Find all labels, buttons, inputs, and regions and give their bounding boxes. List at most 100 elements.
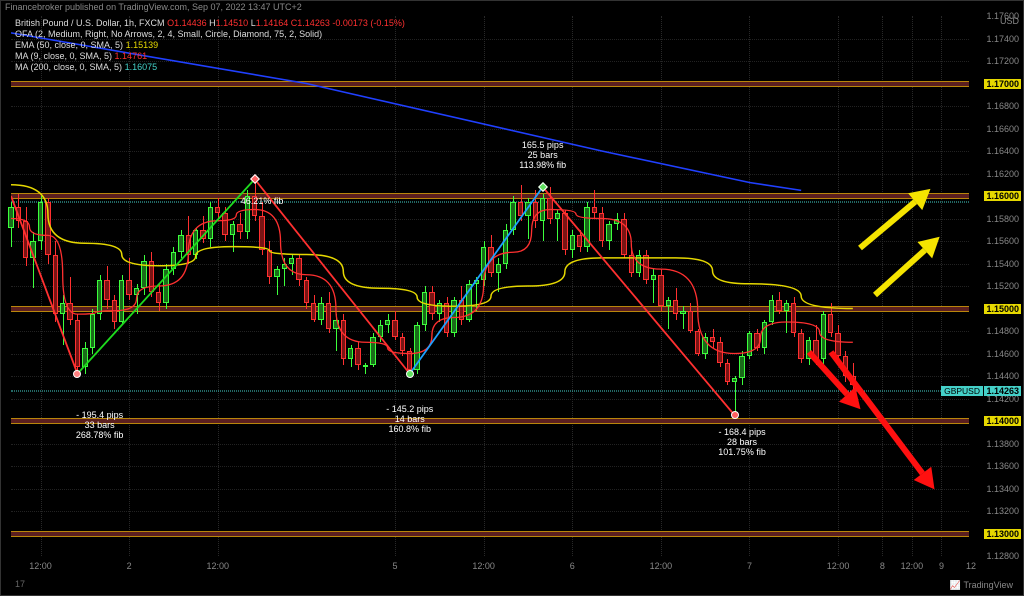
resistance-zone[interactable] [11,418,971,424]
candle[interactable] [222,213,227,236]
candle[interactable] [577,235,582,246]
candle[interactable] [237,224,242,232]
candle[interactable] [739,356,744,379]
candle[interactable] [547,198,552,218]
candle[interactable] [695,331,700,354]
candle[interactable] [776,300,781,311]
candle[interactable] [149,261,154,291]
candle[interactable] [267,250,272,277]
candle[interactable] [378,325,383,336]
candle[interactable] [200,230,205,239]
candle[interactable] [392,320,397,337]
candle[interactable] [540,198,545,221]
candle[interactable] [311,303,316,320]
candle[interactable] [318,303,323,320]
candle[interactable] [333,320,338,329]
candle[interactable] [230,224,235,235]
candle[interactable] [710,337,715,343]
candle[interactable] [570,235,575,250]
candle[interactable] [178,235,183,252]
candle[interactable] [45,202,50,255]
candle[interactable] [673,300,678,315]
indicator-ofa[interactable]: OFA (2, Medium, Right, No Arrows, 2, 4, … [15,29,405,40]
candle[interactable] [510,202,515,230]
candle[interactable] [688,311,693,331]
candle[interactable] [429,292,434,315]
candle[interactable] [821,314,826,359]
candle[interactable] [304,280,309,303]
candle[interactable] [16,207,21,221]
candle[interactable] [614,219,619,225]
candle[interactable] [141,261,146,288]
candle[interactable] [75,320,80,367]
candle[interactable] [503,230,508,264]
candle[interactable] [518,202,523,217]
candle[interactable] [754,333,759,348]
indicator-ma9[interactable]: MA (9, close, 0, SMA, 5) [15,51,112,61]
candle[interactable] [747,333,752,356]
candle[interactable] [355,348,360,365]
candle[interactable] [643,255,648,281]
candle[interactable] [791,303,796,333]
candle[interactable] [769,300,774,323]
candle[interactable] [762,322,767,348]
indicator-ma200[interactable]: MA (200, close, 0, SMA, 5) [15,62,122,72]
candle[interactable] [592,207,597,213]
candle[interactable] [82,348,87,367]
candle[interactable] [30,241,35,258]
candle[interactable] [60,303,65,314]
candle[interactable] [621,219,626,255]
indicator-ema50[interactable]: EMA (50, close, 0, SMA, 5) [15,40,123,50]
resistance-zone[interactable] [11,193,971,199]
candle[interactable] [606,224,611,241]
candle[interactable] [636,255,641,273]
candle[interactable] [90,314,95,348]
candle[interactable] [466,284,471,320]
candle[interactable] [562,213,567,250]
candle[interactable] [407,351,412,370]
candle[interactable] [525,202,530,217]
candle[interactable] [828,314,833,333]
candle[interactable] [259,216,264,250]
candle[interactable] [363,365,368,367]
level-line[interactable] [11,201,971,202]
candle[interactable] [326,303,331,329]
candle[interactable] [732,378,737,381]
candle[interactable] [341,320,346,359]
candle[interactable] [474,280,479,283]
level-line[interactable] [11,391,971,392]
candle[interactable] [702,337,707,354]
candle[interactable] [584,207,589,246]
candle[interactable] [8,207,13,227]
candle[interactable] [289,258,294,264]
candle[interactable] [414,325,419,370]
candle[interactable] [629,255,634,273]
candle[interactable] [104,280,109,299]
candle[interactable] [451,300,456,334]
candle[interactable] [658,275,663,307]
candle[interactable] [717,342,722,362]
price-axis[interactable]: USD 1.128001.130001.132001.134001.136001… [969,16,1023,556]
candle[interactable] [784,303,789,311]
candle[interactable] [422,292,427,326]
candle[interactable] [38,202,43,241]
chart-area[interactable]: - 195.4 pips33 bars268.78% fib46.21% fib… [11,16,971,556]
candle[interactable] [666,300,671,307]
candle[interactable] [126,280,131,295]
candle[interactable] [282,264,287,270]
candle[interactable] [156,292,161,303]
time-axis[interactable]: 12:00212:00512:00612:00712:00812:00912 [11,555,971,583]
candle[interactable] [274,269,279,277]
candle[interactable] [488,247,493,273]
candle[interactable] [725,363,730,382]
candle[interactable] [555,213,560,219]
candle[interactable] [23,221,28,258]
candle[interactable] [296,258,301,281]
candle[interactable] [112,300,117,323]
candle[interactable] [186,235,191,254]
zigzag-line[interactable] [11,196,77,374]
candle[interactable] [97,280,102,314]
candle[interactable] [119,280,124,322]
candle[interactable] [437,303,442,314]
resistance-zone[interactable] [11,306,971,312]
